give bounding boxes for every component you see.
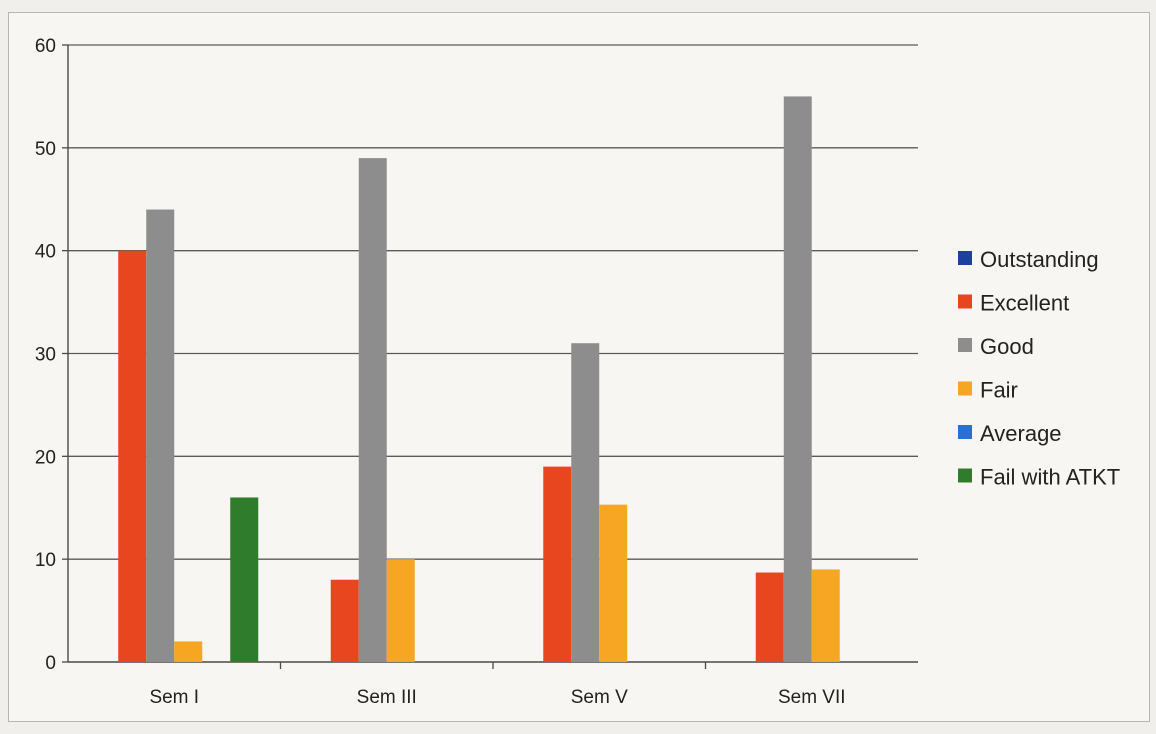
bar-fair: [174, 641, 203, 662]
x-category-label: Sem III: [357, 687, 417, 708]
x-category-label: Sem VII: [778, 687, 846, 708]
y-tick-label: 30: [35, 345, 56, 366]
y-tick-label: 0: [45, 653, 56, 674]
bar-fair: [599, 504, 628, 662]
legend-label: Outstanding: [980, 247, 1099, 272]
bar-excellent: [118, 250, 147, 662]
bar-fail-with-atkt: [230, 497, 259, 662]
bar-good: [571, 343, 600, 662]
y-tick-label: 50: [35, 139, 56, 160]
legend-label: Average: [980, 421, 1062, 446]
legend-swatch: [958, 338, 972, 352]
x-category-label: Sem V: [571, 687, 628, 708]
legend-swatch: [958, 294, 972, 309]
bar-good: [146, 209, 175, 663]
y-tick-label: 40: [35, 242, 56, 263]
bar-fair: [386, 559, 415, 662]
legend-label: Good: [980, 334, 1034, 359]
bar-excellent: [755, 572, 784, 662]
bar-excellent: [543, 466, 572, 662]
legend-swatch: [958, 251, 972, 265]
y-tick-label: 60: [35, 36, 56, 57]
x-category-label: Sem I: [149, 687, 199, 708]
bar-fair: [811, 569, 840, 662]
legend-swatch: [958, 468, 972, 483]
y-tick-label: 10: [35, 550, 56, 571]
legend-label: Fail with ATKT: [980, 465, 1120, 490]
legend-label: Excellent: [980, 291, 1069, 316]
legend-swatch: [958, 381, 972, 396]
legend-label: Fair: [980, 378, 1018, 403]
bar-good: [358, 158, 387, 662]
y-tick-label: 20: [35, 447, 56, 468]
bar-excellent: [330, 579, 359, 662]
legend-swatch: [958, 425, 972, 439]
bar-good: [783, 96, 812, 662]
